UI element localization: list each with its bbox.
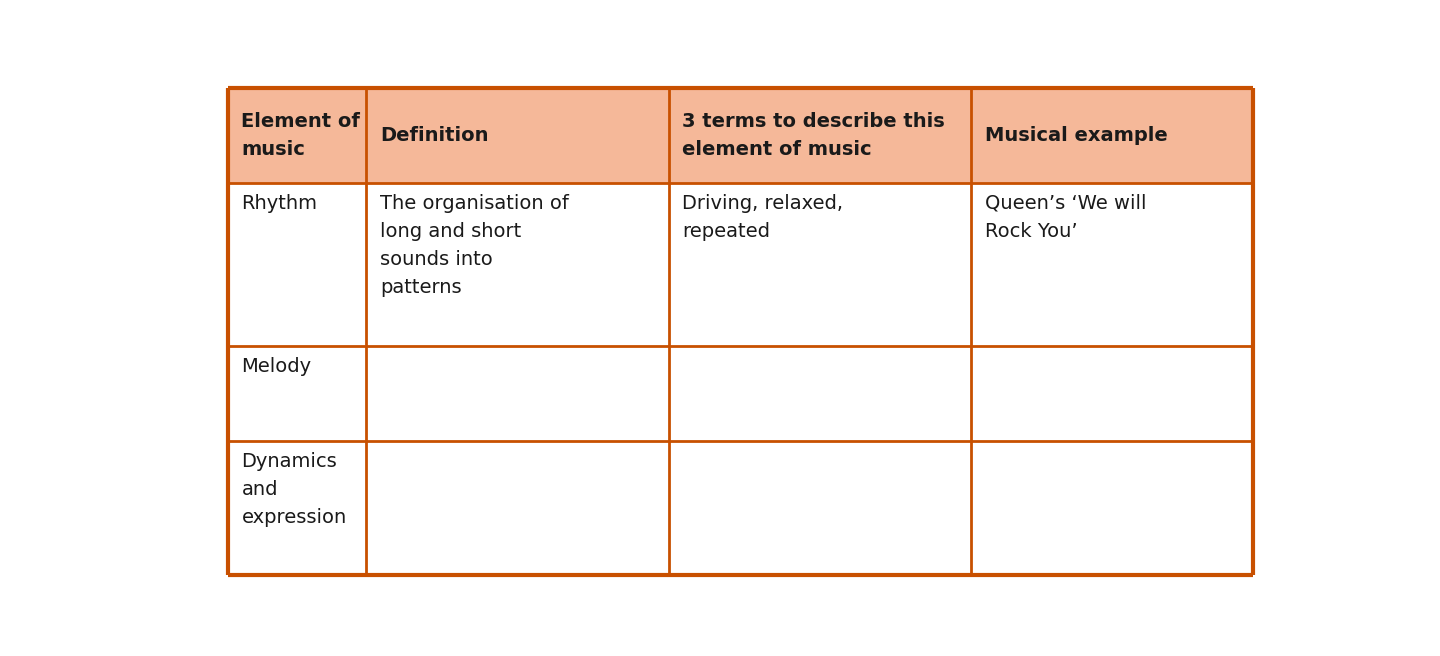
Bar [228, 183, 366, 346]
Bar [972, 88, 1253, 183]
Text: Musical example: Musical example [985, 126, 1168, 145]
Text: 3 terms to describe this
element of music: 3 terms to describe this element of musi… [683, 112, 945, 159]
Bar [366, 441, 670, 575]
Text: Definition: Definition [380, 126, 488, 145]
Bar [366, 88, 670, 183]
Bar [670, 88, 972, 183]
Text: Element of
music: Element of music [242, 112, 360, 159]
Bar [670, 346, 972, 441]
Bar [228, 346, 366, 441]
Bar [228, 441, 366, 575]
Bar [972, 183, 1253, 346]
Text: Rhythm: Rhythm [242, 194, 317, 213]
Bar [366, 346, 670, 441]
Text: Queen’s ‘We will
Rock You’: Queen’s ‘We will Rock You’ [985, 194, 1146, 241]
Bar [972, 441, 1253, 575]
Text: Driving, relaxed,
repeated: Driving, relaxed, repeated [683, 194, 844, 241]
Bar [670, 183, 972, 346]
Text: Dynamics
and
expression: Dynamics and expression [242, 452, 347, 527]
Bar [366, 183, 670, 346]
Text: The organisation of
long and short
sounds into
patterns: The organisation of long and short sound… [380, 194, 569, 297]
Bar [670, 441, 972, 575]
Text: Melody: Melody [242, 357, 311, 376]
Bar [228, 88, 366, 183]
Bar [972, 346, 1253, 441]
